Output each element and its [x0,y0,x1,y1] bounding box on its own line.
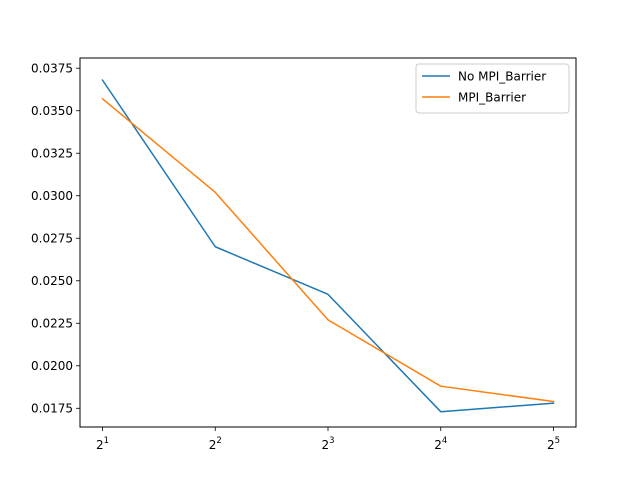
x-tick-exponent: 5 [555,436,560,446]
x-axis: 21 22 23 24 25 [96,427,560,452]
series-line [101,79,555,413]
legend-label: No MPI_Barrier [458,69,546,83]
y-tick-label: 0.0350 [31,104,73,118]
legend: No MPI_Barrier MPI_Barrier [415,63,570,114]
x-tick-base: 2 [547,438,555,452]
x-tick-exponent: 1 [104,436,109,446]
y-tick-label: 0.0250 [31,274,73,288]
y-tick-label: 0.0325 [31,147,73,161]
series-line [101,97,555,403]
legend-box [415,63,570,114]
legend-label: MPI_Barrier [458,90,526,104]
x-tick-base: 2 [321,438,329,452]
y-tick-label: 0.0375 [31,62,73,76]
y-tick-label: 0.0200 [31,359,73,373]
x-tick-label: 22 [209,436,222,452]
y-tick-label: 0.0275 [31,232,73,246]
x-tick-exponent: 3 [329,436,334,446]
plot-frame [79,57,577,428]
y-tick-label: 0.0175 [31,402,73,416]
y-axis: 0.0175 0.0200 0.0225 0.0250 0.0275 0.0300 0.03… [31,62,80,416]
x-tick-exponent: 4 [442,436,447,446]
x-tick-label: 21 [96,436,109,452]
y-tick-label: 0.0300 [31,189,73,203]
x-tick-label: 24 [434,436,447,452]
x-tick-label: 23 [321,436,334,452]
x-tick-base: 2 [96,438,104,452]
x-tick-label: 25 [547,436,560,452]
plot-lines [101,79,555,413]
x-tick-exponent: 2 [216,436,221,446]
y-tick-label: 0.0225 [31,317,73,331]
x-tick-base: 2 [434,438,442,452]
x-tick-base: 2 [209,438,217,452]
